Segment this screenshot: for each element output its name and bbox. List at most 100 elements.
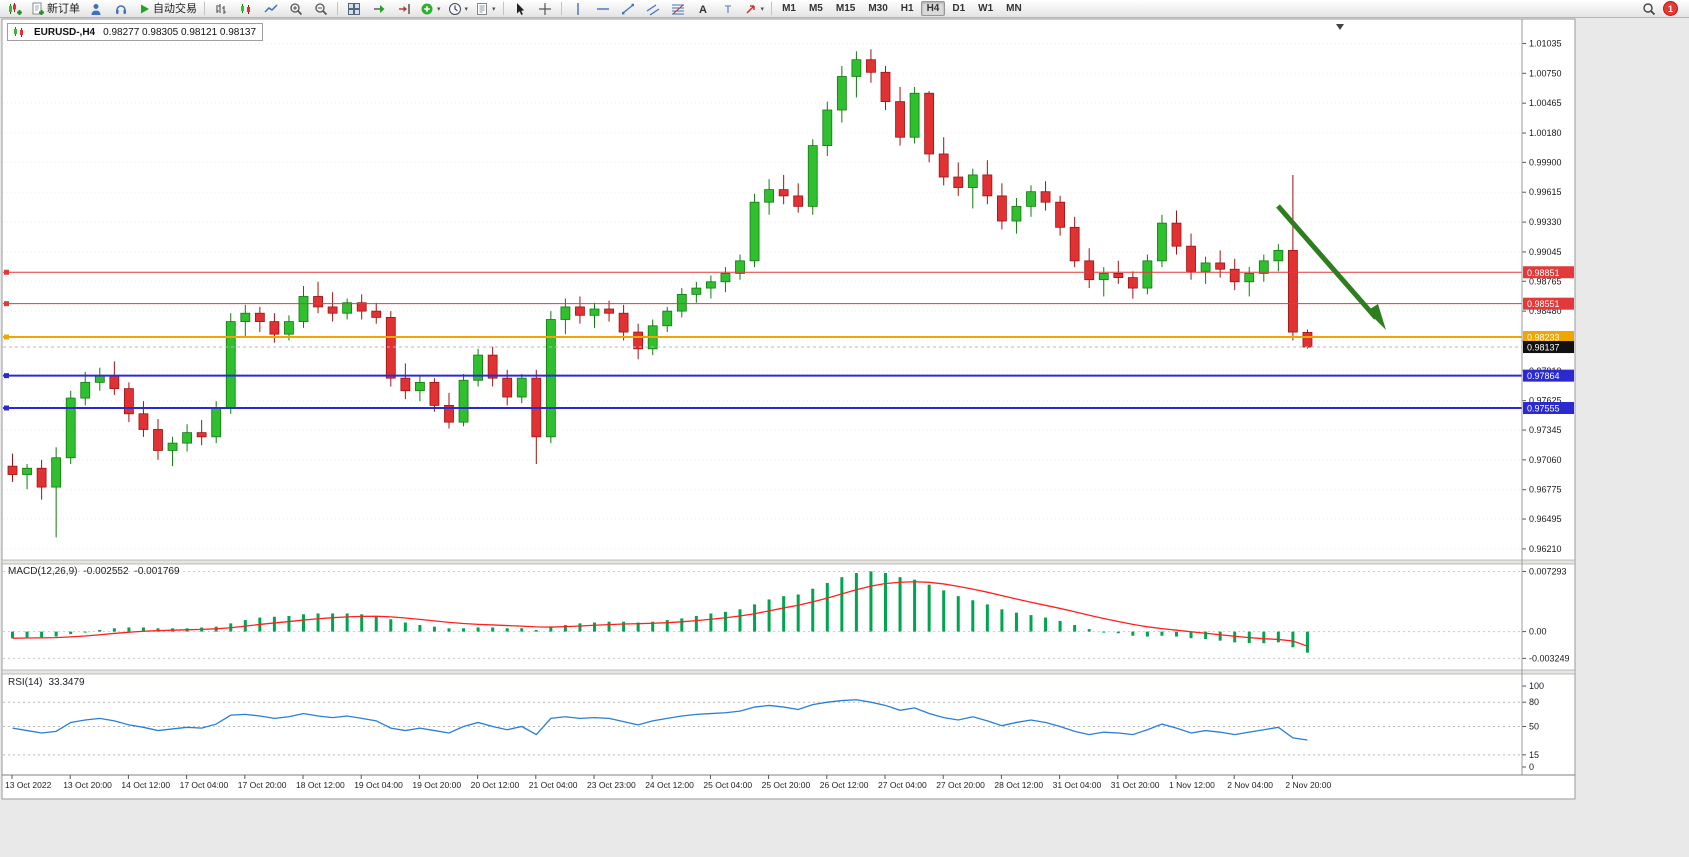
rsi-axis-tick: 50 [1529, 722, 1539, 732]
time-axis-label: 19 Oct 20:00 [412, 780, 461, 790]
line-anchor[interactable] [4, 405, 9, 411]
arrows-tool-button[interactable]: ▾ [741, 0, 768, 18]
equidistant-channel-button[interactable] [641, 0, 665, 18]
macd-histogram-bar [331, 613, 335, 632]
candle [138, 413, 149, 430]
time-axis-label: 17 Oct 04:00 [180, 780, 229, 790]
toolbar-separator [560, 2, 562, 15]
svg-text:0.98851: 0.98851 [1527, 268, 1560, 278]
svg-text:0.97555: 0.97555 [1527, 404, 1560, 414]
macd-histogram-bar [622, 621, 626, 632]
macd-histogram-bar [549, 627, 553, 632]
time-axis-label: 17 Oct 20:00 [238, 780, 287, 790]
rsi-axis-tick: 0 [1529, 762, 1534, 772]
crosshair-button[interactable] [533, 0, 557, 18]
timeframe-m30-button[interactable]: M30 [868, 3, 888, 14]
candle [1040, 191, 1051, 203]
cursor-button[interactable] [508, 0, 532, 18]
line-anchor[interactable] [4, 373, 9, 379]
line-anchor[interactable] [4, 334, 9, 340]
panel-splitter-macd[interactable] [1, 559, 1576, 565]
fibonacci-button[interactable] [666, 0, 690, 18]
bar-chart-mode-button[interactable] [209, 0, 233, 18]
price-badge [1523, 402, 1574, 415]
chart-shift-button[interactable] [392, 0, 416, 18]
candle [313, 296, 323, 308]
line-chart-mode-button[interactable] [259, 0, 283, 18]
candle [371, 310, 382, 318]
macd-histogram-bar [69, 631, 73, 635]
indicators-button[interactable]: ▾ [417, 0, 444, 18]
new-chart-button[interactable] [3, 0, 27, 18]
vertical-line-button[interactable] [566, 0, 590, 18]
macd-histogram-bar [141, 627, 145, 632]
labelT-icon: T [721, 2, 735, 16]
cursor-icon [513, 2, 527, 16]
timeframe-m5-button[interactable]: M5 [808, 3, 823, 14]
price-axis-tick: 1.00180 [1529, 128, 1562, 138]
profile-button[interactable] [84, 0, 108, 18]
notification-badge[interactable]: 1 [1663, 1, 1678, 16]
macd-histogram-bar [913, 579, 917, 632]
timeframe-h1-button[interactable]: H1 [900, 3, 914, 14]
macd-histogram-bar [1073, 625, 1077, 632]
search-icon[interactable] [1642, 2, 1656, 16]
line-anchor[interactable] [4, 269, 9, 275]
candle [982, 174, 993, 197]
line-icon [264, 2, 278, 16]
zoom-in-button[interactable] [284, 0, 308, 18]
macd-indicator-label: MACD(12,26,9) -0.002552 -0.001769 [8, 566, 180, 577]
caret-down-icon: ▾ [760, 5, 765, 13]
candle [7, 465, 18, 475]
line-anchor[interactable] [4, 301, 9, 307]
candle [575, 306, 585, 316]
time-axis-label: 24 Oct 12:00 [645, 780, 694, 790]
trend-arrow-head[interactable] [1367, 304, 1386, 330]
status-area [0, 800, 1689, 857]
chart-shift-marker[interactable] [1336, 24, 1344, 30]
timeframe-w1-button[interactable]: W1 [978, 3, 994, 14]
timeframe-mn-button[interactable]: MN [1006, 3, 1022, 14]
macd-histogram-bar [1029, 615, 1033, 632]
price-axis-tick: 0.97625 [1529, 396, 1562, 406]
arrow-icon [744, 2, 758, 16]
rsi-indicator-label: RSI(14) 33.3479 [8, 677, 85, 688]
timeframe-m15-button[interactable]: M15 [835, 3, 856, 14]
timeframe-h4-button[interactable]: H4 [920, 1, 946, 16]
tile-windows-button[interactable] [342, 0, 366, 18]
time-axis-label: 13 Oct 20:00 [63, 780, 112, 790]
text-button[interactable]: A [691, 0, 715, 18]
template-icon [475, 2, 489, 16]
timeframe-d1-button[interactable]: D1 [952, 3, 966, 14]
text-label-button[interactable]: T [716, 0, 740, 18]
autotrading-button[interactable]: 自动交易 [134, 0, 200, 18]
timeframe-m1-button[interactable]: M1 [782, 3, 796, 14]
candle [836, 76, 847, 111]
macd-histogram-bar [11, 631, 14, 639]
zoom-in-icon [289, 2, 303, 16]
macd-histogram-bar [462, 628, 466, 632]
auto-scroll-button[interactable] [367, 0, 391, 18]
candle [997, 195, 1007, 222]
trend-arrow[interactable] [1276, 204, 1378, 320]
candle [429, 381, 440, 406]
doc-plus-icon [31, 2, 45, 16]
market-watch-button[interactable] [109, 0, 133, 18]
candle [167, 442, 178, 451]
svg-text:0.97864: 0.97864 [1527, 371, 1560, 381]
candle [589, 308, 600, 316]
periods-button[interactable]: ▾ [445, 0, 472, 18]
macd-histogram-bar [1044, 617, 1048, 632]
candle [953, 176, 964, 188]
templates-button[interactable]: ▾ [472, 0, 499, 18]
new-order-button[interactable]: 新订单 [28, 0, 83, 18]
zoom-out-button[interactable] [309, 0, 333, 18]
time-axis-label: 2 Nov 04:00 [1227, 780, 1273, 790]
candle-chart-mode-button[interactable] [234, 0, 258, 18]
horizontal-line-button[interactable] [591, 0, 615, 18]
price-axis-tick: 0.96210 [1529, 544, 1562, 554]
panel-splitter-rsi[interactable] [1, 669, 1576, 675]
trendline-button[interactable] [616, 0, 640, 18]
macd-histogram-bar [1305, 631, 1309, 653]
